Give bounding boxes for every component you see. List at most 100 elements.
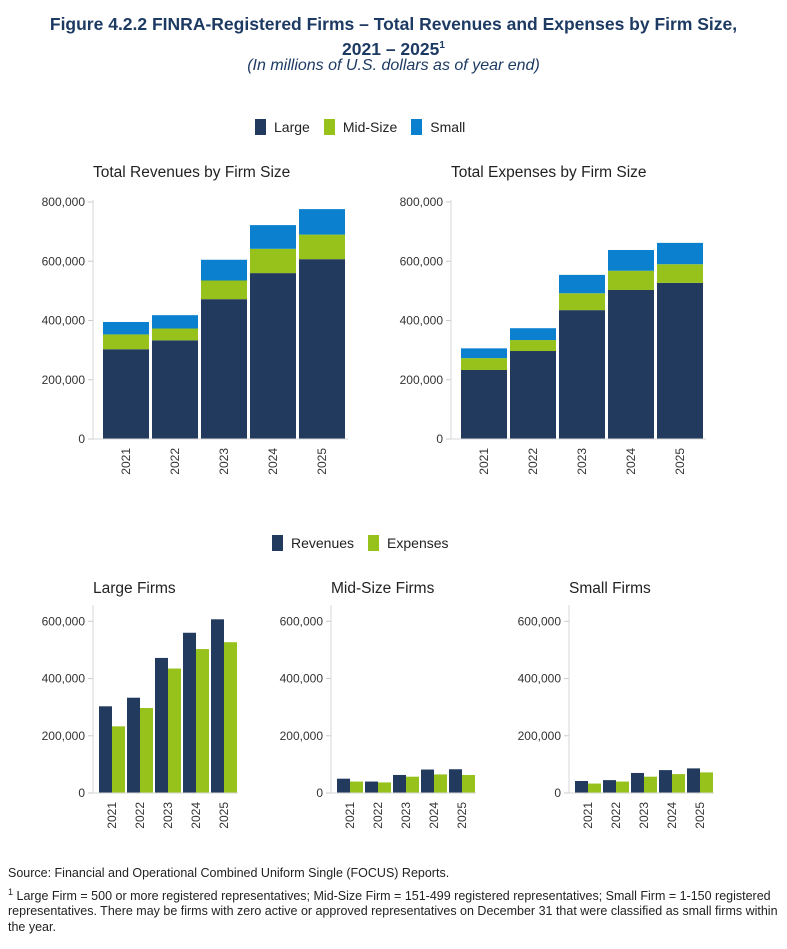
bar-small-2023 — [559, 274, 605, 294]
bar-revenues-2025 — [687, 768, 700, 793]
x-tick-label: 2022 — [133, 802, 147, 829]
bar-revenues-2024 — [183, 632, 196, 793]
x-tick-label: 2022 — [168, 448, 182, 475]
bar-revenues-2021 — [575, 780, 588, 793]
figure-title-line1: Figure 4.2.2 FINRA-Registered Firms – To… — [49, 14, 738, 34]
bar-small-2024 — [250, 225, 296, 249]
y-tick-label: 600,000 — [42, 254, 86, 268]
x-tick-label: 2022 — [526, 448, 540, 475]
bar-small-2025 — [657, 242, 703, 265]
bar-revenues-2024 — [421, 769, 434, 793]
legend-top-item-mid-size: Mid-Size — [323, 119, 398, 135]
y-tick-label: 400,000 — [400, 314, 444, 328]
bar-small-2024 — [608, 249, 654, 271]
bar-mid-size-2025 — [657, 264, 703, 283]
bar-large-2025 — [657, 282, 703, 439]
y-tick-label: 0 — [78, 786, 85, 800]
bar-expenses-2021 — [350, 781, 363, 793]
figure-title-footnote-mark: 1 — [439, 40, 445, 51]
footnote-mark: 1 — [8, 886, 14, 897]
chart-title: Total Expenses by Firm Size — [451, 164, 647, 181]
x-tick-label: 2024 — [665, 802, 679, 829]
bar-large-2022 — [152, 340, 198, 439]
legend-label: Revenues — [291, 535, 355, 551]
bar-small-2021 — [461, 348, 507, 359]
y-tick-label: 400,000 — [42, 672, 86, 686]
bar-revenues-2022 — [127, 697, 140, 793]
bar-mid-size-2022 — [152, 328, 198, 341]
legend-swatch — [323, 119, 335, 135]
legend-top-item-large: Large — [255, 119, 310, 135]
x-tick-label: 2021 — [477, 448, 491, 475]
legend-label: Expenses — [387, 535, 449, 551]
bar-small-2023 — [201, 259, 247, 281]
bar-large-2022 — [510, 351, 556, 439]
bar-large-2024 — [608, 289, 654, 439]
x-tick-label: 2021 — [119, 448, 133, 475]
charts-canvas: Total Revenues by Firm Size 0 200,000 400,0… — [42, 164, 714, 829]
legend-bottom-item-expenses: Expenses — [368, 535, 449, 551]
bar-mid-size-2023 — [559, 293, 605, 311]
x-tick-label: 2024 — [427, 802, 441, 829]
x-tick-label: 2023 — [637, 802, 651, 829]
bar-mid-size-2023 — [201, 280, 247, 300]
x-tick-label: 2024 — [624, 448, 638, 475]
x-tick-label: 2025 — [315, 448, 329, 475]
x-tick-label: 2023 — [217, 448, 231, 475]
x-tick-label: 2024 — [189, 802, 203, 829]
legend-swatch — [255, 119, 266, 135]
x-tick-label: 2024 — [266, 448, 280, 475]
bar-expenses-2023 — [406, 776, 419, 793]
bar-mid-size-2021 — [103, 334, 149, 350]
x-tick-label: 2025 — [217, 802, 231, 829]
figure-title-line2: 2021 – 20251 — [0, 35, 787, 60]
bar-expenses-2024 — [196, 649, 209, 793]
legend-label: Small — [430, 119, 466, 135]
y-tick-label: 400,000 — [42, 314, 86, 328]
x-tick-label: 2023 — [161, 802, 175, 829]
x-tick-label: 2023 — [575, 448, 589, 475]
chart-total-expenses: Total Expenses by Firm Size 0 200,000 400,0… — [400, 164, 706, 475]
bar-mid-size-2024 — [250, 248, 296, 274]
bar-revenues-2023 — [393, 774, 406, 793]
bar-expenses-2022 — [616, 781, 629, 793]
bar-expenses-2021 — [112, 726, 125, 793]
y-tick-label: 400,000 — [280, 672, 324, 686]
x-tick-label: 2021 — [581, 802, 595, 829]
legend-bottom-item-revenues: Revenues — [272, 535, 354, 551]
bar-revenues-2024 — [659, 770, 672, 793]
chart-large-firms: Large Firms 0 200,000 400,000 600,000 2021 202… — [42, 580, 238, 829]
y-tick-label: 200,000 — [42, 729, 86, 743]
y-tick-label: 400,000 — [518, 672, 562, 686]
bar-revenues-2025 — [449, 769, 462, 793]
y-tick-label: 600,000 — [280, 614, 324, 628]
x-tick-label: 2025 — [455, 802, 469, 829]
y-tick-label: 800,000 — [400, 195, 444, 209]
bar-large-2021 — [461, 369, 507, 439]
x-tick-label: 2023 — [399, 802, 413, 829]
y-tick-label: 200,000 — [518, 729, 562, 743]
bar-revenues-2023 — [155, 657, 168, 793]
bar-large-2024 — [250, 273, 296, 439]
x-tick-label: 2022 — [609, 802, 623, 829]
y-tick-label: 800,000 — [42, 195, 86, 209]
bar-revenues-2023 — [631, 772, 644, 793]
legend-label: Mid-Size — [342, 119, 398, 135]
x-tick-label: 2022 — [371, 802, 385, 829]
bar-expenses-2025 — [700, 772, 713, 793]
bar-expenses-2025 — [224, 642, 237, 793]
legend-firm-size: Large Mid-Size Small — [255, 119, 479, 135]
footnote: 1 Large Firm = 500 or more registered re… — [8, 885, 780, 936]
bar-expenses-2025 — [462, 774, 475, 793]
chart-title: Mid-Size Firms — [331, 580, 435, 597]
figure-subtitle: (In millions of U.S. dollars as of year … — [247, 57, 540, 74]
bar-expenses-2021 — [588, 783, 601, 793]
figure-title: Figure 4.2.2 FINRA-Registered Firms – To… — [0, 14, 787, 60]
chart-title: Total Revenues by Firm Size — [93, 164, 290, 181]
chart-mid-size-firms: Mid-Size Firms 0 200,000 400,000 600,000 2021… — [280, 580, 476, 829]
legend-label: Large — [274, 119, 310, 135]
bar-revenues-2021 — [337, 778, 350, 793]
bar-large-2021 — [103, 349, 149, 439]
y-tick-label: 0 — [78, 432, 85, 446]
footer: Source: Financial and Operational Combin… — [8, 866, 780, 938]
